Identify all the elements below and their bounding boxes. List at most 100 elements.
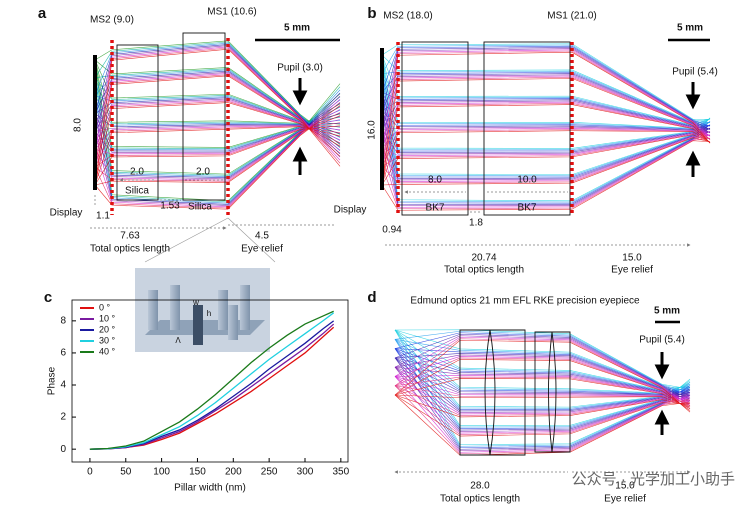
ray <box>94 102 341 186</box>
label: 20.74 <box>471 253 496 264</box>
y-tick-label: 2 <box>60 412 66 423</box>
label: MS1 (10.6) <box>207 7 256 18</box>
label: 0.94 <box>382 225 402 236</box>
ray <box>381 137 711 186</box>
panel-label: c <box>44 289 52 306</box>
x-tick-label: 50 <box>120 467 132 478</box>
ray <box>381 51 711 186</box>
y-tick-label: 6 <box>60 348 66 359</box>
phase-chart: 0 50 100 150 200 250 300 350 0 2 4 6 8 Pillar width (… <box>47 299 350 494</box>
label: Edmund optics 21 mm EFL RKE precision ey… <box>410 296 640 307</box>
label: 4.5 <box>255 231 269 242</box>
ray <box>381 129 711 155</box>
label: 5 mm <box>677 23 703 34</box>
x-tick-label: 350 <box>332 467 349 478</box>
ray <box>94 48 341 186</box>
data-line <box>89 310 334 450</box>
ray <box>381 129 711 167</box>
label: MS2 (9.0) <box>90 15 134 26</box>
label: 10.0 <box>517 175 537 186</box>
label: MS1 (21.0) <box>547 11 596 22</box>
ray <box>381 47 711 130</box>
label: 1.53 <box>160 201 180 212</box>
label: 15.0 <box>615 481 635 492</box>
legend-label: 20 ° <box>99 324 116 334</box>
ray <box>381 133 711 167</box>
label: Pupil (5.4) <box>639 335 685 346</box>
x-axis-label: Pillar width (nm) <box>174 483 246 494</box>
label: BK7 <box>426 203 445 214</box>
label: 8.0 <box>73 118 84 132</box>
y-tick-label: 0 <box>60 444 66 455</box>
optical-layout <box>90 32 710 472</box>
pupil-arrows <box>685 82 701 177</box>
label: Display <box>334 205 367 216</box>
y-tick-label: 8 <box>60 315 66 326</box>
ray <box>381 45 711 127</box>
label: 28.0 <box>470 481 490 492</box>
label: h <box>207 309 211 318</box>
bk7-lens <box>401 41 469 216</box>
ray <box>381 75 711 148</box>
label: Display <box>50 208 83 219</box>
label: w <box>192 298 199 307</box>
ray <box>381 133 711 156</box>
x-tick-label: 300 <box>297 467 314 478</box>
x-tick-label: 0 <box>87 467 93 478</box>
ray <box>381 54 711 126</box>
x-tick-label: 150 <box>189 467 206 478</box>
label: Eye relief <box>604 494 646 505</box>
label: Pupil (3.0) <box>277 63 323 74</box>
label: Total optics length <box>444 265 524 276</box>
ray <box>381 70 711 124</box>
metasurface-inset <box>135 268 270 352</box>
ray <box>94 125 341 186</box>
zoom-lines <box>144 217 276 263</box>
data-line <box>89 312 335 450</box>
legend-label: 30 ° <box>99 335 116 345</box>
x-tick-label: 100 <box>153 467 170 478</box>
label: 16.0 <box>367 120 378 140</box>
label: Total optics length <box>90 244 170 255</box>
ray <box>381 130 711 186</box>
ray <box>94 71 341 148</box>
dimension-lines <box>385 192 690 245</box>
x-tick-label: 200 <box>225 467 242 478</box>
label: 1.8 <box>469 218 483 229</box>
y-tick-label: 4 <box>60 380 66 391</box>
ray <box>381 99 711 130</box>
pupil-arrows <box>654 352 670 435</box>
legend-label: 10 ° <box>99 313 116 323</box>
label: BK7 <box>518 203 537 214</box>
ray-traces <box>94 40 711 456</box>
ray <box>94 73 341 151</box>
legend-label: 40 ° <box>99 346 116 356</box>
label: 7.63 <box>120 231 140 242</box>
label: 2.0 <box>196 167 210 178</box>
labels: a MS2 (9.0) MS1 (10.6) 5 mm Pupil (3.0) 8.0 2.… <box>38 5 735 505</box>
eyepiece-lenses <box>459 329 571 456</box>
label: 5 mm <box>284 23 310 34</box>
panel-label: a <box>38 5 47 22</box>
ray <box>381 54 711 123</box>
label: Total optics length <box>440 494 520 505</box>
label: Silica <box>125 186 149 197</box>
panel-label: d <box>367 289 376 306</box>
label: 2.0 <box>130 167 144 178</box>
label: 5 mm <box>654 306 680 317</box>
ray <box>94 77 341 149</box>
ray <box>381 100 711 133</box>
panel-label: b <box>367 5 376 22</box>
watermark: 公众号 · 光学加工小助手 <box>572 471 735 488</box>
plot-frame <box>71 299 349 463</box>
label: 8.0 <box>428 175 442 186</box>
label: 15.0 <box>622 253 642 264</box>
label: Pupil (5.4) <box>672 67 718 78</box>
x-tick-label: 250 <box>261 467 278 478</box>
dimension-lines <box>90 180 335 228</box>
label: MS2 (18.0) <box>383 11 432 22</box>
label: Silica <box>188 202 212 213</box>
label: Eye relief <box>611 265 653 276</box>
legend-label: 0 ° <box>99 302 111 312</box>
